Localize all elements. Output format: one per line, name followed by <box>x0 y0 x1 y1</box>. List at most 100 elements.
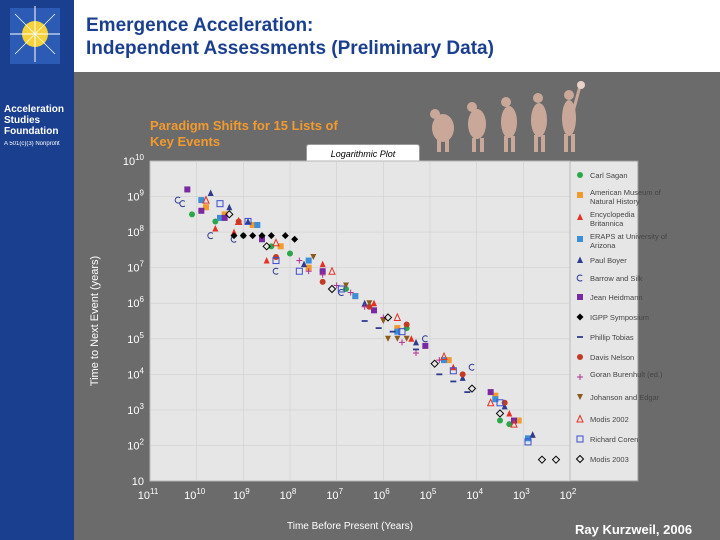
data-point <box>515 417 522 424</box>
data-point <box>440 351 448 361</box>
legend-label: Goran Burenhult (ed.) <box>590 370 663 379</box>
series-5 <box>174 196 475 371</box>
legend-label: ERAPS at University of Arizona <box>590 232 668 250</box>
data-point <box>347 289 354 296</box>
data-point <box>496 399 504 407</box>
legend-marker <box>577 172 583 178</box>
data-point <box>319 268 326 275</box>
data-point <box>301 260 307 268</box>
data-point <box>239 232 247 240</box>
x-tick-label: 104 <box>466 487 483 502</box>
legend-label: Carl Sagan <box>590 171 628 180</box>
data-point <box>495 409 505 418</box>
legend-marker <box>576 313 584 321</box>
data-point <box>327 284 337 294</box>
y-tick-label: 107 <box>127 260 144 275</box>
data-point <box>413 338 419 346</box>
legend-label: Jean Heidmann <box>590 293 643 302</box>
data-point <box>361 303 368 310</box>
data-point <box>506 421 513 428</box>
data-point <box>212 225 219 232</box>
series-3 <box>198 197 531 442</box>
data-point <box>244 217 252 225</box>
legend-label: Modis 2002 <box>590 415 629 424</box>
legend-label: American Museum of Natural History <box>590 188 662 206</box>
data-point <box>393 312 402 321</box>
legend-marker <box>577 394 583 400</box>
data-point <box>338 289 344 297</box>
legend-label: Davis Nelson <box>590 353 634 362</box>
data-point <box>413 350 419 356</box>
data-point <box>305 257 312 264</box>
x-tick-label: 107 <box>326 487 343 502</box>
plot-area <box>149 160 571 482</box>
data-point <box>333 282 340 289</box>
x-tick-label: 109 <box>233 487 250 502</box>
y-tick-label: 108 <box>127 224 144 239</box>
data-point <box>272 267 279 275</box>
data-point <box>441 357 447 364</box>
y-tick-label: 105 <box>127 331 144 346</box>
data-point <box>305 268 312 275</box>
data-point <box>537 455 547 464</box>
data-point <box>231 228 237 236</box>
data-point <box>492 396 499 403</box>
x-tick-label: 108 <box>280 487 297 502</box>
data-point <box>179 200 186 208</box>
data-point <box>207 232 214 240</box>
data-point <box>262 242 271 251</box>
legend-marker <box>577 294 583 300</box>
data-point <box>492 392 499 399</box>
data-point <box>305 264 312 271</box>
data-point <box>184 186 191 193</box>
data-point <box>551 455 561 464</box>
series-13 <box>216 200 532 446</box>
author-credit: Ray Kurzweil, 2006 <box>575 522 693 537</box>
data-point <box>249 232 257 240</box>
org-name: Acceleration Studies Foundation <box>4 104 65 137</box>
data-point <box>189 211 195 218</box>
data-point <box>221 214 228 221</box>
legend-marker <box>577 213 583 220</box>
data-point <box>263 257 270 264</box>
data-point <box>459 374 466 381</box>
data-point <box>525 435 531 442</box>
legend-label: Paul Boyer <box>590 256 627 265</box>
legend-box <box>569 160 639 482</box>
slide-title: Emergence Acceleration: Independent Asse… <box>86 14 706 60</box>
slide-title-line2: Independent Assessments (Preliminary Dat… <box>86 38 494 59</box>
data-point <box>422 342 429 349</box>
data-point <box>198 197 205 204</box>
y-tick-label: 1010 <box>123 153 145 168</box>
y-tick-label: 10 <box>132 476 144 488</box>
legend-marker <box>576 435 584 443</box>
sidebar <box>0 72 74 540</box>
chart-title: Paradigm Shifts for 15 Lists of Key Even… <box>150 118 338 149</box>
starburst-icon <box>10 6 60 64</box>
legend-marker <box>577 236 583 242</box>
data-point <box>212 218 219 225</box>
data-point <box>287 250 293 257</box>
y-axis-title: Time to Next Event (years) <box>89 256 101 386</box>
data-point <box>207 189 214 196</box>
data-point <box>273 254 279 260</box>
x-tick-label: 1010 <box>184 487 206 502</box>
data-point <box>217 214 223 221</box>
y-tick-label: 104 <box>127 366 144 381</box>
data-point <box>497 417 503 424</box>
legend-label: Phillip Tobias <box>590 333 634 342</box>
org-tagline: A 501(c)(3) Nonprofit <box>4 141 60 147</box>
y-tick-label: 103 <box>127 402 144 417</box>
legend-label: Johanson and Edgar <box>590 393 660 402</box>
header-band <box>0 0 720 72</box>
data-point <box>230 232 238 240</box>
data-point <box>501 402 508 410</box>
data-point <box>383 313 393 322</box>
data-point <box>422 335 428 343</box>
data-point <box>352 293 359 300</box>
data-point <box>450 363 457 371</box>
data-point <box>449 367 457 375</box>
y-tick-label: 106 <box>127 295 144 310</box>
data-point <box>249 222 256 228</box>
